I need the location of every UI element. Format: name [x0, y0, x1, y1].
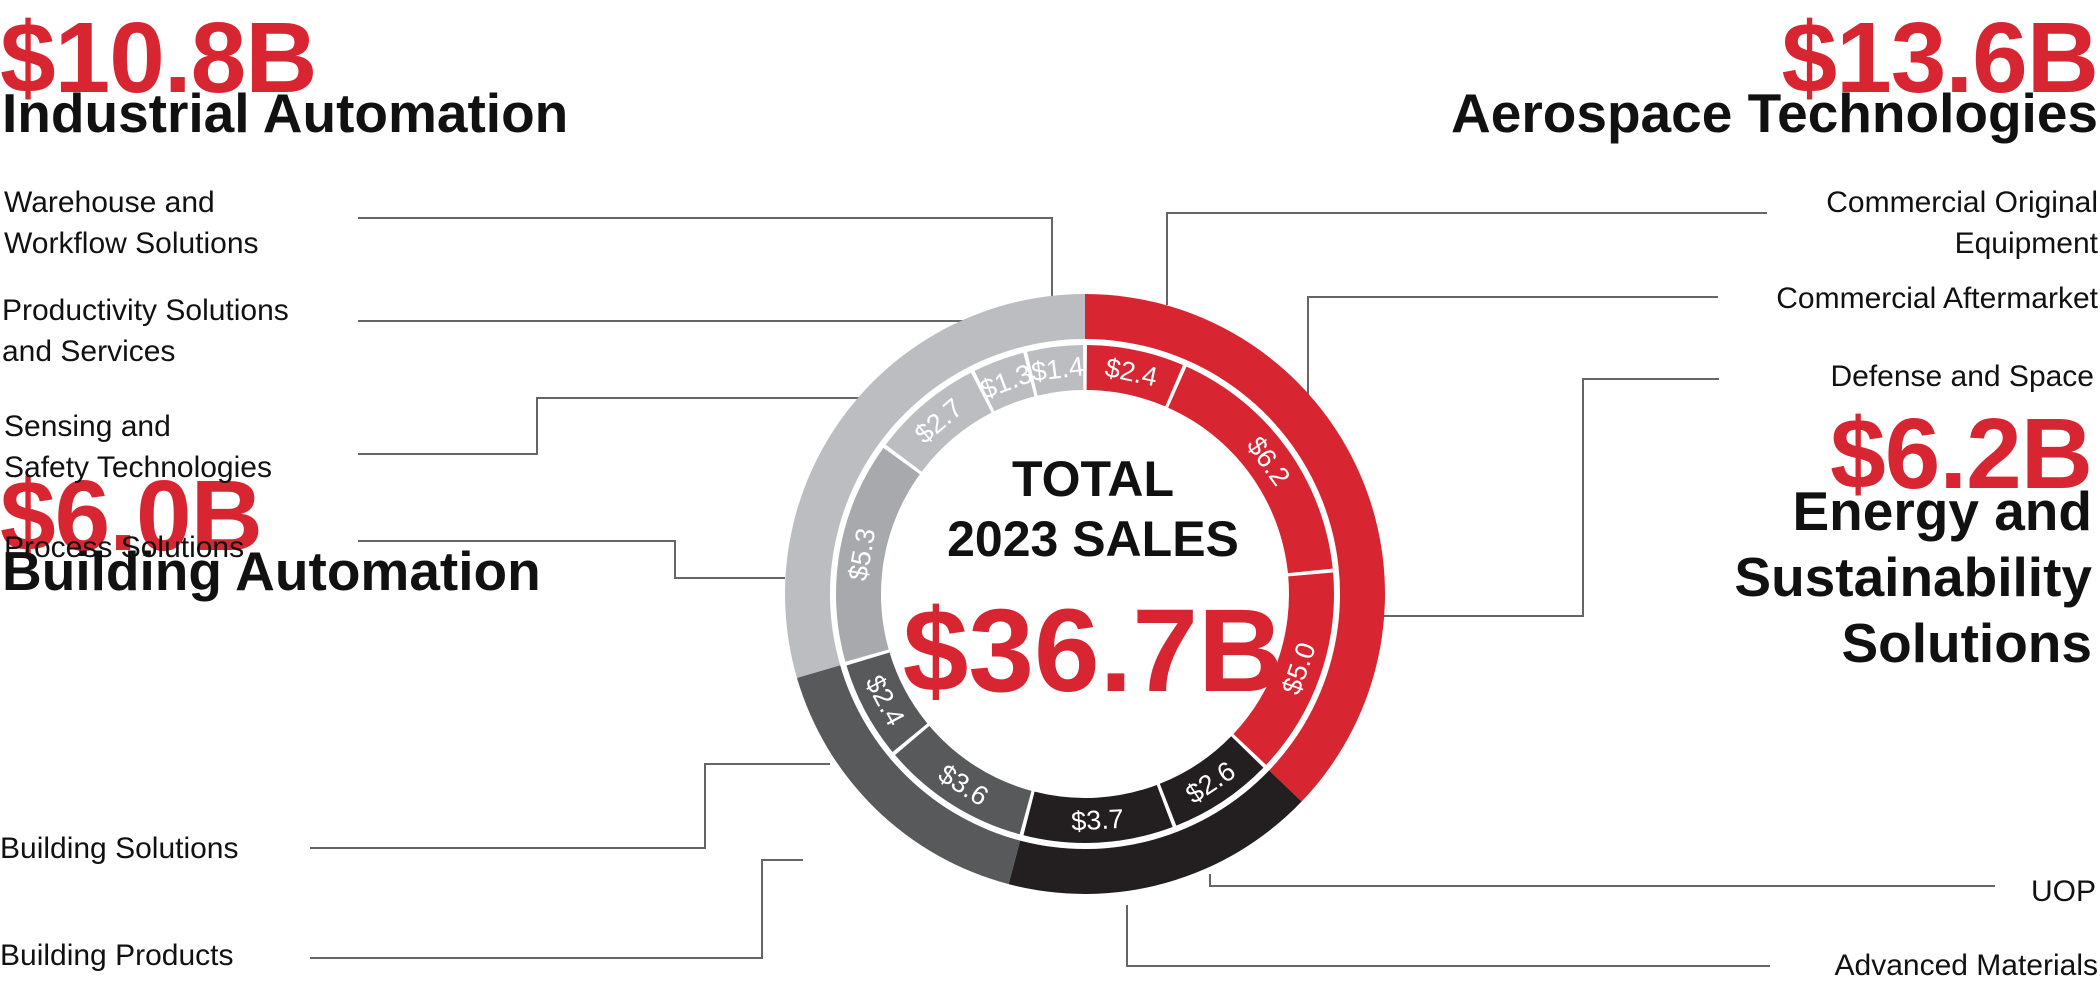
- inner-slice-commercial-original-equipment: [1086, 345, 1183, 407]
- leader-warehouse-workflow: [358, 217, 1053, 307]
- inner-slice-building-solutions: [846, 652, 928, 753]
- inner-slice-sensing-and-safety-technologies: [885, 372, 992, 472]
- label-productivity-solutions-line2: and Services: [2, 335, 176, 368]
- leader-advanced-materials: [1126, 905, 1770, 967]
- label-commercial-original-equipment-line2: Equipment: [1954, 227, 2098, 260]
- leader-uop: [1209, 874, 1995, 887]
- inner-slice-warehouse-and-workflow-solutions: [1027, 345, 1084, 396]
- leader-building-solutions: [310, 763, 830, 849]
- label-advanced-materials: Advanced Materials: [1834, 949, 2098, 982]
- inner-label-advanced-materials: $3.7: [1070, 804, 1124, 837]
- inner-label-warehouse-and-workflow-solutions: $1.4: [1030, 351, 1086, 387]
- label-warehouse-workflow: Warehouse and Workflow Solutions: [4, 182, 259, 264]
- industrial-automation-value: $10.8B: [0, 2, 317, 114]
- leader-building-products: [310, 859, 803, 959]
- outer-slice-building-automation: [796, 665, 1021, 885]
- label-commercial-original-equipment: Commercial Original Equipment: [1826, 182, 2098, 264]
- inner-ring: [836, 345, 1334, 843]
- leader-sensing-safety: [358, 397, 874, 455]
- inner-slice-uop: [1159, 736, 1264, 826]
- outer-slice-energy-and-sustainability-solutions: [1008, 770, 1302, 895]
- building-automation-value: $6.0B: [0, 460, 263, 572]
- energy-sustainability-title-line2: Sustainability: [1734, 546, 2092, 608]
- label-uop: UOP: [2030, 875, 2096, 908]
- label-sensing-safety: Sensing and Safety Technologies: [4, 406, 272, 488]
- outer-slice-aerospace-technologies: [1085, 294, 1386, 802]
- label-warehouse-workflow-line1: Warehouse and: [4, 186, 215, 219]
- label-building-products: Building Products: [0, 939, 234, 972]
- label-sensing-safety-line2: Safety Technologies: [4, 451, 272, 484]
- label-sensing-safety-line1: Sensing and: [4, 410, 171, 443]
- leader-commercial-oe: [1166, 212, 1767, 305]
- outer-slice-industrial-automation: [784, 294, 1085, 678]
- inner-slice-commercial-aftermarket: [1168, 366, 1333, 574]
- building-automation-title: Building Automation: [2, 540, 541, 602]
- label-warehouse-workflow-line2: Workflow Solutions: [4, 227, 259, 260]
- outer-ring: [784, 294, 1386, 895]
- inner-slice-building-products: [895, 725, 1032, 835]
- energy-sustainability-value: $6.2B: [1830, 398, 2093, 510]
- label-productivity-solutions: Productivity Solutions and Services: [2, 290, 289, 372]
- label-commercial-aftermarket: Commercial Aftermarket: [1776, 282, 2098, 315]
- inner-slice-process-solutions: [836, 447, 920, 662]
- leader-commercial-aftermarket: [1307, 296, 1718, 394]
- industrial-automation-title: Industrial Automation: [2, 82, 569, 144]
- energy-sustainability-title-line3: Solutions: [1841, 612, 2092, 674]
- leader-process-solutions: [358, 540, 785, 579]
- label-productivity-solutions-line1: Productivity Solutions: [2, 294, 289, 327]
- center-title-line1: TOTAL: [1012, 451, 1174, 507]
- center-total-value: $36.7B: [903, 585, 1284, 717]
- leader-defense-space: [1380, 378, 1719, 617]
- label-defense-space: Defense and Space: [1830, 360, 2094, 393]
- inner-slice-defense-and-space: [1233, 572, 1334, 765]
- label-commercial-original-equipment-line1: Commercial Original: [1826, 186, 2098, 219]
- energy-sustainability-title-line1: Energy and: [1792, 480, 2092, 542]
- label-building-solutions: Building Solutions: [0, 832, 239, 865]
- label-process-solutions: Process Solutions: [4, 531, 245, 564]
- inner-slice-productivity-solutions-and-services: [974, 352, 1035, 412]
- leader-lines: [310, 212, 1995, 967]
- aerospace-technologies-title: Aerospace Technologies: [1451, 82, 2098, 144]
- energy-sustainability-title: Energy and Sustainability Solutions: [1734, 478, 2092, 676]
- inner-slice-advanced-materials: [1023, 784, 1173, 843]
- center-title-line2: 2023 SALES: [947, 511, 1239, 567]
- aerospace-technologies-value: $13.6B: [1781, 2, 2099, 114]
